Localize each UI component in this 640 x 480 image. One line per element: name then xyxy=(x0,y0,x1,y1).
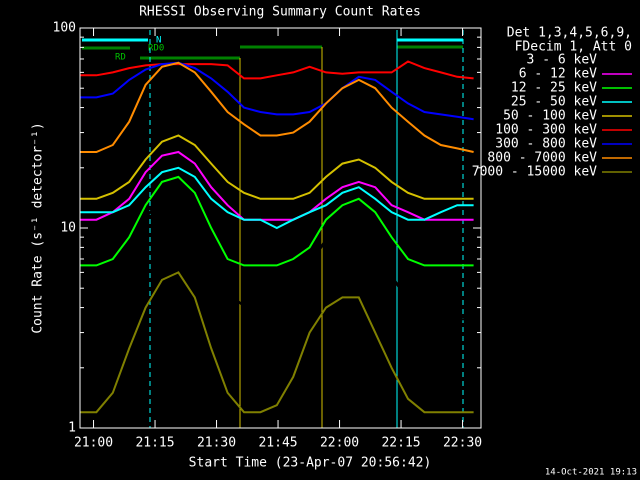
legend-label: 12 - 25 keV xyxy=(511,81,597,96)
legend-label: 25 - 50 keV xyxy=(511,95,597,110)
x-axis-label: Start Time (23-Apr-07 20:56:42) xyxy=(189,456,432,471)
status-bars xyxy=(82,30,464,428)
y-tick-label: 1 xyxy=(68,421,76,436)
plot-frame xyxy=(79,27,482,429)
legend-label: 800 - 7000 keV xyxy=(487,151,597,166)
annotation: RD xyxy=(115,53,126,63)
series-line xyxy=(80,175,474,267)
y-tick-label: 100 xyxy=(53,21,76,36)
series-line xyxy=(80,60,474,80)
series-line xyxy=(80,186,474,321)
x-tick-label: 21:15 xyxy=(135,436,174,451)
series-line xyxy=(80,271,474,414)
annotation: RD0 xyxy=(148,44,164,54)
legend-title: Det 1,3,4,5,6,9, xyxy=(507,26,632,41)
legend-label: 50 - 100 keV xyxy=(503,109,597,124)
x-tick-label: 22:15 xyxy=(381,436,420,451)
chart-title: RHESSI Observing Summary Count Rates xyxy=(139,5,421,20)
legend-label: 3 - 6 keV xyxy=(527,53,598,68)
x-tick-label: 22:00 xyxy=(320,436,359,451)
series-line xyxy=(80,61,474,121)
series-line xyxy=(80,166,474,230)
footer: 14-Oct-2021 19:13 xyxy=(545,468,637,478)
legend-title: FDecim 1, Att 0 xyxy=(515,40,632,55)
legend-label: 300 - 800 keV xyxy=(495,137,597,152)
legend-label: 100 - 300 keV xyxy=(495,123,597,138)
series-line xyxy=(80,134,474,200)
x-tick-label: 21:30 xyxy=(197,436,236,451)
y-axis-label: Count Rate (s⁻¹ detector⁻¹) xyxy=(31,122,46,333)
x-tick-label: 22:30 xyxy=(443,436,482,451)
legend-label: 7000 - 15000 keV xyxy=(472,165,597,180)
x-tick-label: 21:45 xyxy=(258,436,297,451)
series-line xyxy=(80,150,474,221)
legend-label: 6 - 12 keV xyxy=(519,67,597,82)
series-line xyxy=(80,61,474,153)
annotation: N xyxy=(156,36,161,46)
x-tick-label: 21:00 xyxy=(74,436,113,451)
y-tick-label: 10 xyxy=(60,221,76,236)
